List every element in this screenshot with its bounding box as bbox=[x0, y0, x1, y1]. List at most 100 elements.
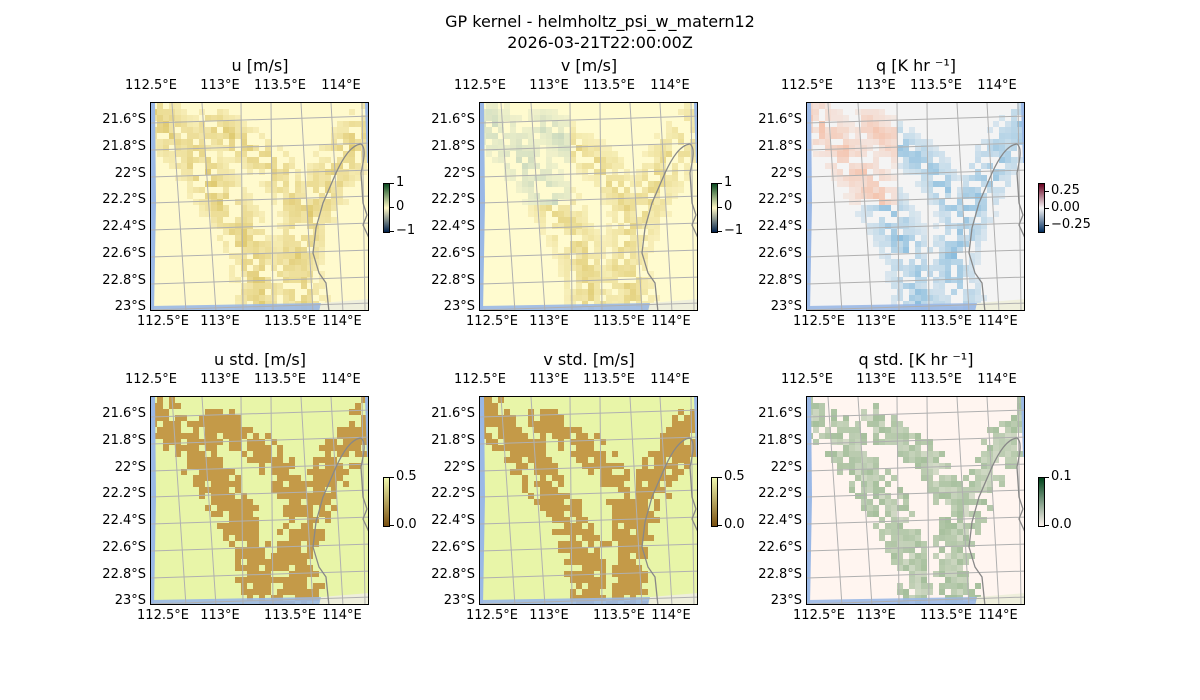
map-panel[interactable] bbox=[150, 102, 369, 311]
lon-tick-label-bottom: 114°E bbox=[651, 314, 691, 329]
lat-tick-label: 22.4°S bbox=[758, 219, 802, 234]
colorbar bbox=[1038, 183, 1045, 233]
lat-tick-label: 23°S bbox=[114, 593, 146, 608]
lat-tick-label: 22°S bbox=[770, 460, 802, 475]
lat-tick-label: 22.4°S bbox=[431, 219, 475, 234]
panel-title: q [K hr ⁻¹] bbox=[876, 56, 956, 75]
colorbar-tick bbox=[390, 231, 394, 232]
lon-tick-label-bottom: 114°E bbox=[978, 314, 1018, 329]
lon-tick-label-top: 113.5°E bbox=[583, 372, 635, 387]
lat-tick-label: 22.4°S bbox=[102, 219, 146, 234]
lon-tick-label-top: 113.5°E bbox=[254, 372, 306, 387]
lon-tick-label-top: 112.5°E bbox=[454, 372, 506, 387]
figure-title: GP kernel - helmholtz_psi_w_matern12 bbox=[445, 12, 755, 31]
lon-tick-label-top: 113°E bbox=[529, 372, 569, 387]
lon-tick-label-top: 114°E bbox=[977, 78, 1017, 93]
map-field bbox=[151, 397, 368, 604]
panel-title: u [m/s] bbox=[231, 56, 289, 75]
lat-tick-label: 22°S bbox=[114, 460, 146, 475]
lat-tick-label: 21.8°S bbox=[102, 139, 146, 154]
lon-tick-label-bottom: 113.5°E bbox=[264, 608, 316, 623]
lat-tick-label: 22.4°S bbox=[431, 513, 475, 528]
lat-tick-label: 22.8°S bbox=[758, 567, 802, 582]
lat-tick-label: 22.2°S bbox=[431, 192, 475, 207]
panel-title: v [m/s] bbox=[560, 56, 618, 75]
colorbar bbox=[711, 477, 718, 527]
lat-tick-label: 22.6°S bbox=[102, 540, 146, 555]
lon-tick-label-top: 114°E bbox=[977, 372, 1017, 387]
lat-tick-label: 22.6°S bbox=[758, 540, 802, 555]
lon-tick-label-top: 113°E bbox=[856, 78, 896, 93]
colorbar bbox=[383, 477, 390, 527]
map-panel[interactable] bbox=[806, 396, 1025, 605]
colorbar-tick-label: −0.25 bbox=[1051, 217, 1091, 232]
colorbar-tick-label: 0.0 bbox=[1051, 517, 1072, 532]
colorbar bbox=[711, 183, 718, 233]
lat-tick-label: 22°S bbox=[770, 166, 802, 181]
lon-tick-label-top: 112.5°E bbox=[781, 372, 833, 387]
lon-tick-label-bottom: 113°E bbox=[529, 314, 569, 329]
colorbar-tick-label: −1 bbox=[724, 223, 744, 238]
panel-title: u std. [m/s] bbox=[214, 350, 306, 369]
colorbar-tick bbox=[718, 525, 722, 526]
lat-tick-label: 21.8°S bbox=[102, 433, 146, 448]
lat-tick-label: 21.8°S bbox=[431, 139, 475, 154]
lon-tick-label-bottom: 114°E bbox=[978, 608, 1018, 623]
lat-tick-label: 22°S bbox=[114, 166, 146, 181]
lon-tick-label-top: 112.5°E bbox=[125, 78, 177, 93]
colorbar-tick bbox=[1045, 525, 1049, 526]
lon-tick-label-bottom: 114°E bbox=[651, 608, 691, 623]
colorbar bbox=[383, 183, 390, 233]
map-panel[interactable] bbox=[479, 102, 698, 311]
lat-tick-label: 21.6°S bbox=[431, 112, 475, 127]
lon-tick-label-top: 113.5°E bbox=[583, 78, 635, 93]
lat-tick-label: 23°S bbox=[770, 593, 802, 608]
lat-tick-label: 22.6°S bbox=[431, 540, 475, 555]
lon-tick-label-bottom: 113°E bbox=[200, 314, 240, 329]
colorbar-tick-label: 1 bbox=[724, 175, 733, 190]
colorbar-tick bbox=[718, 477, 722, 478]
lon-tick-label-bottom: 113.5°E bbox=[593, 608, 645, 623]
lon-tick-label-top: 113°E bbox=[856, 372, 896, 387]
colorbar-tick bbox=[1045, 191, 1049, 192]
lon-tick-label-top: 114°E bbox=[321, 372, 361, 387]
map-field bbox=[480, 397, 697, 604]
colorbar bbox=[1038, 477, 1045, 527]
lat-tick-label: 22.8°S bbox=[102, 273, 146, 288]
lat-tick-label: 22.4°S bbox=[102, 513, 146, 528]
colorbar-tick-label: 0.5 bbox=[396, 469, 417, 484]
lon-tick-label-bottom: 113.5°E bbox=[593, 314, 645, 329]
colorbar-tick bbox=[718, 231, 722, 232]
lon-tick-label-top: 112.5°E bbox=[781, 78, 833, 93]
lon-tick-label-bottom: 112.5°E bbox=[466, 608, 518, 623]
lon-tick-label-bottom: 113°E bbox=[856, 314, 896, 329]
lon-tick-label-bottom: 113.5°E bbox=[920, 608, 972, 623]
colorbar-tick-label: 0.00 bbox=[1051, 200, 1080, 215]
map-field bbox=[807, 103, 1024, 310]
colorbar-tick bbox=[390, 477, 394, 478]
lon-tick-label-bottom: 113°E bbox=[200, 608, 240, 623]
lat-tick-label: 21.6°S bbox=[102, 406, 146, 421]
map-field bbox=[480, 103, 697, 310]
lon-tick-label-bottom: 112.5°E bbox=[137, 608, 189, 623]
map-panel[interactable] bbox=[479, 396, 698, 605]
lat-tick-label: 22.2°S bbox=[758, 486, 802, 501]
colorbar-tick-label: 0.5 bbox=[724, 469, 745, 484]
lon-tick-label-bottom: 112.5°E bbox=[793, 314, 845, 329]
map-panel[interactable] bbox=[806, 102, 1025, 311]
lat-tick-label: 22.2°S bbox=[102, 192, 146, 207]
lat-tick-label: 22°S bbox=[443, 166, 475, 181]
colorbar-tick bbox=[718, 207, 722, 208]
map-panel[interactable] bbox=[150, 396, 369, 605]
lat-tick-label: 21.8°S bbox=[758, 139, 802, 154]
lon-tick-label-top: 114°E bbox=[650, 78, 690, 93]
lon-tick-label-bottom: 112.5°E bbox=[466, 314, 518, 329]
lat-tick-label: 22.4°S bbox=[758, 513, 802, 528]
colorbar-tick bbox=[718, 183, 722, 184]
lon-tick-label-top: 112.5°E bbox=[454, 78, 506, 93]
lat-tick-label: 22.2°S bbox=[102, 486, 146, 501]
lon-tick-label-bottom: 113°E bbox=[529, 608, 569, 623]
lon-tick-label-top: 113°E bbox=[200, 372, 240, 387]
lat-tick-label: 22.2°S bbox=[758, 192, 802, 207]
